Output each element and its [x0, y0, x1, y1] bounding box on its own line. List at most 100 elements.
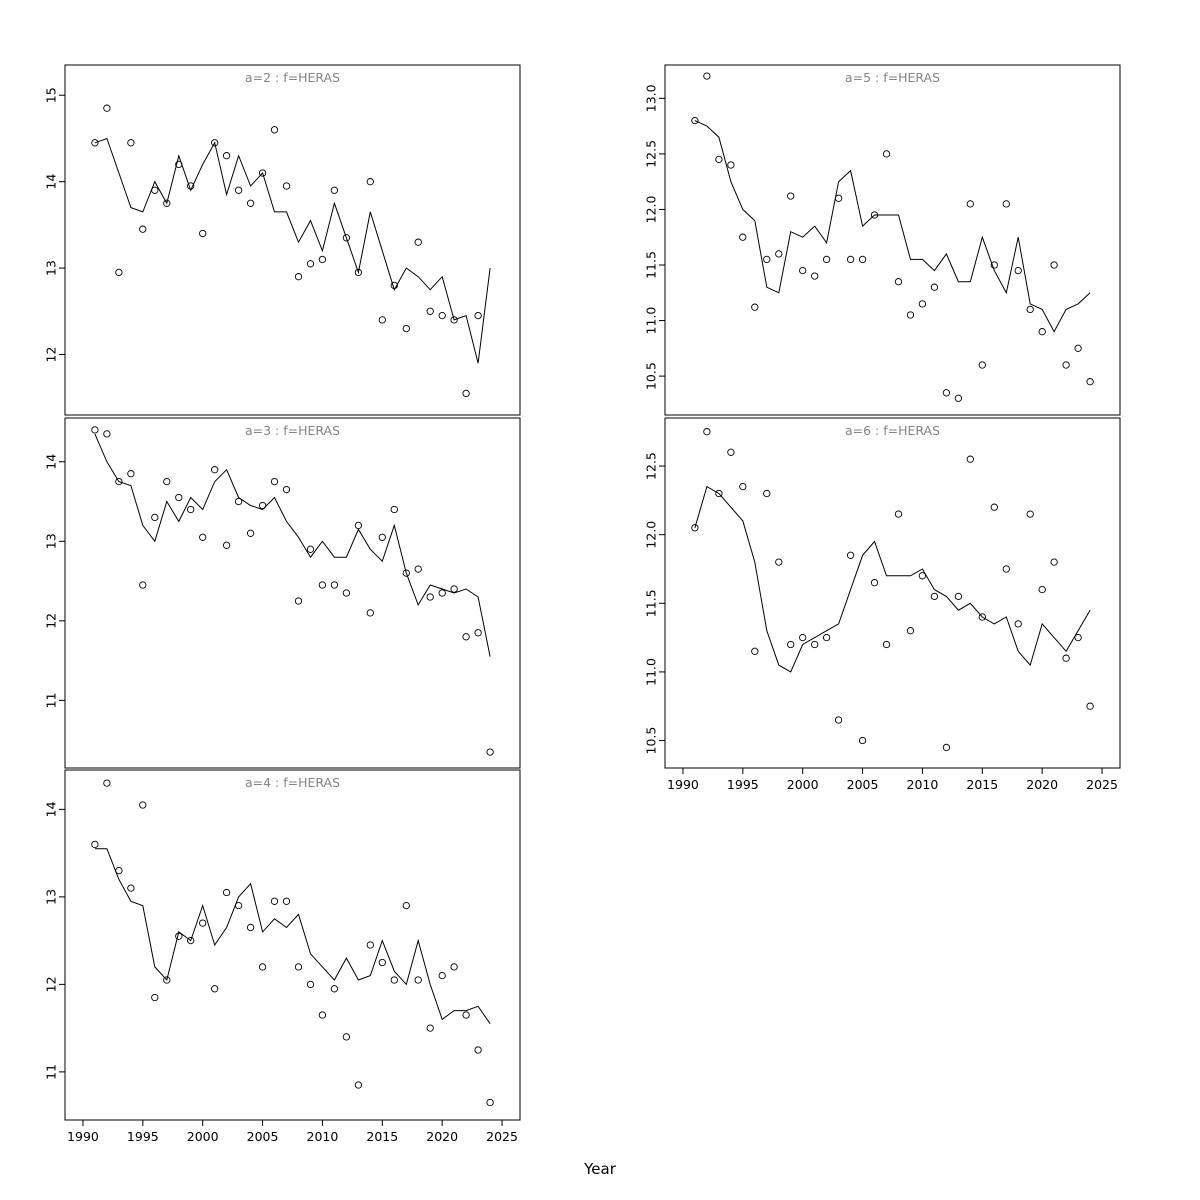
data-point — [1062, 361, 1070, 369]
y-tick-label: 13 — [44, 260, 59, 276]
data-point — [246, 199, 255, 207]
data-point — [342, 234, 351, 242]
data-point — [127, 139, 135, 147]
data-point — [1074, 633, 1082, 642]
data-point — [378, 533, 386, 541]
data-point — [858, 736, 867, 745]
y-tick-label: 12.5 — [644, 140, 659, 168]
data-point — [990, 503, 998, 511]
data-point — [834, 716, 843, 724]
data-point — [91, 426, 99, 434]
data-point — [822, 255, 831, 264]
data-point — [822, 633, 831, 642]
data-point — [139, 581, 147, 589]
data-point — [402, 569, 410, 577]
fit-line — [94, 848, 491, 1024]
data-point — [727, 161, 735, 169]
data-point — [438, 311, 446, 320]
data-point — [354, 1081, 363, 1089]
data-point — [199, 919, 207, 927]
data-point — [858, 255, 867, 264]
data-point — [390, 281, 398, 290]
data-point — [978, 613, 986, 621]
data-point — [739, 233, 747, 241]
y-tick-label: 14 — [44, 454, 59, 470]
data-point — [234, 901, 243, 910]
data-point — [390, 505, 398, 514]
panel-title: a=2 : f=HERAS — [245, 70, 340, 85]
data-point — [751, 303, 759, 311]
data-point — [703, 72, 711, 80]
data-point — [474, 629, 482, 637]
y-tick-label: 13 — [44, 889, 59, 905]
x-tick-label: 2020 — [1026, 777, 1058, 792]
data-point — [366, 941, 374, 949]
fit-line — [94, 137, 491, 364]
data-point — [906, 627, 915, 635]
data-point — [1050, 558, 1058, 566]
data-point — [258, 169, 267, 177]
data-point — [426, 593, 434, 601]
data-point — [270, 126, 279, 134]
data-point — [739, 482, 747, 491]
data-point — [366, 609, 374, 617]
data-point — [1086, 702, 1094, 710]
data-point — [103, 104, 111, 112]
data-point — [342, 1033, 351, 1041]
y-tick-label: 12 — [44, 613, 59, 629]
y-tick-label: 12 — [44, 347, 59, 363]
data-point — [115, 477, 123, 486]
data-point — [139, 801, 147, 809]
data-point — [366, 178, 374, 186]
data-point — [870, 211, 879, 219]
data-point — [918, 572, 927, 580]
x-tick-label: 1990 — [667, 777, 699, 792]
panel-title: a=4 : f=HERAS — [245, 775, 340, 790]
fit-line — [694, 120, 1091, 333]
data-point — [103, 779, 111, 787]
data-point — [211, 985, 219, 993]
data-point — [187, 505, 195, 514]
data-point — [258, 501, 267, 510]
x-tick-label: 2005 — [247, 1129, 279, 1144]
data-point — [378, 316, 386, 324]
data-point — [330, 581, 339, 589]
data-point — [175, 493, 183, 502]
data-point — [306, 260, 315, 268]
data-point — [318, 581, 327, 589]
data-point — [966, 200, 974, 208]
y-tick-label: 12.5 — [644, 452, 659, 480]
data-point — [775, 558, 783, 566]
data-point — [151, 513, 159, 522]
data-point — [115, 866, 123, 875]
data-point — [330, 186, 339, 194]
data-point — [462, 1011, 470, 1019]
data-point — [1074, 344, 1082, 352]
data-point — [91, 139, 99, 147]
y-tick-label: 11.0 — [644, 658, 659, 686]
plot-border — [664, 64, 1121, 416]
data-point — [450, 316, 458, 324]
data-point — [870, 579, 879, 587]
y-tick-label: 11.5 — [644, 251, 659, 279]
data-point — [1002, 200, 1010, 208]
y-tick-label: 12.0 — [644, 521, 659, 549]
data-point — [799, 633, 807, 642]
data-point — [462, 633, 470, 641]
data-point — [1014, 266, 1022, 275]
data-point — [763, 489, 771, 498]
data-point — [846, 551, 855, 559]
data-point — [390, 976, 398, 984]
y-tick-label: 14 — [44, 801, 59, 817]
data-point — [450, 585, 458, 593]
y-tick-label: 15 — [44, 87, 59, 103]
x-axis-title: Year — [584, 1160, 616, 1178]
panel-title: a=3 : f=HERAS — [245, 423, 340, 438]
x-tick-label: 1995 — [127, 1129, 159, 1144]
data-point — [199, 533, 207, 541]
data-point — [294, 597, 303, 605]
data-point — [282, 897, 291, 905]
y-tick-label: 12.0 — [644, 195, 659, 223]
data-point — [187, 182, 195, 190]
data-point — [438, 589, 446, 597]
